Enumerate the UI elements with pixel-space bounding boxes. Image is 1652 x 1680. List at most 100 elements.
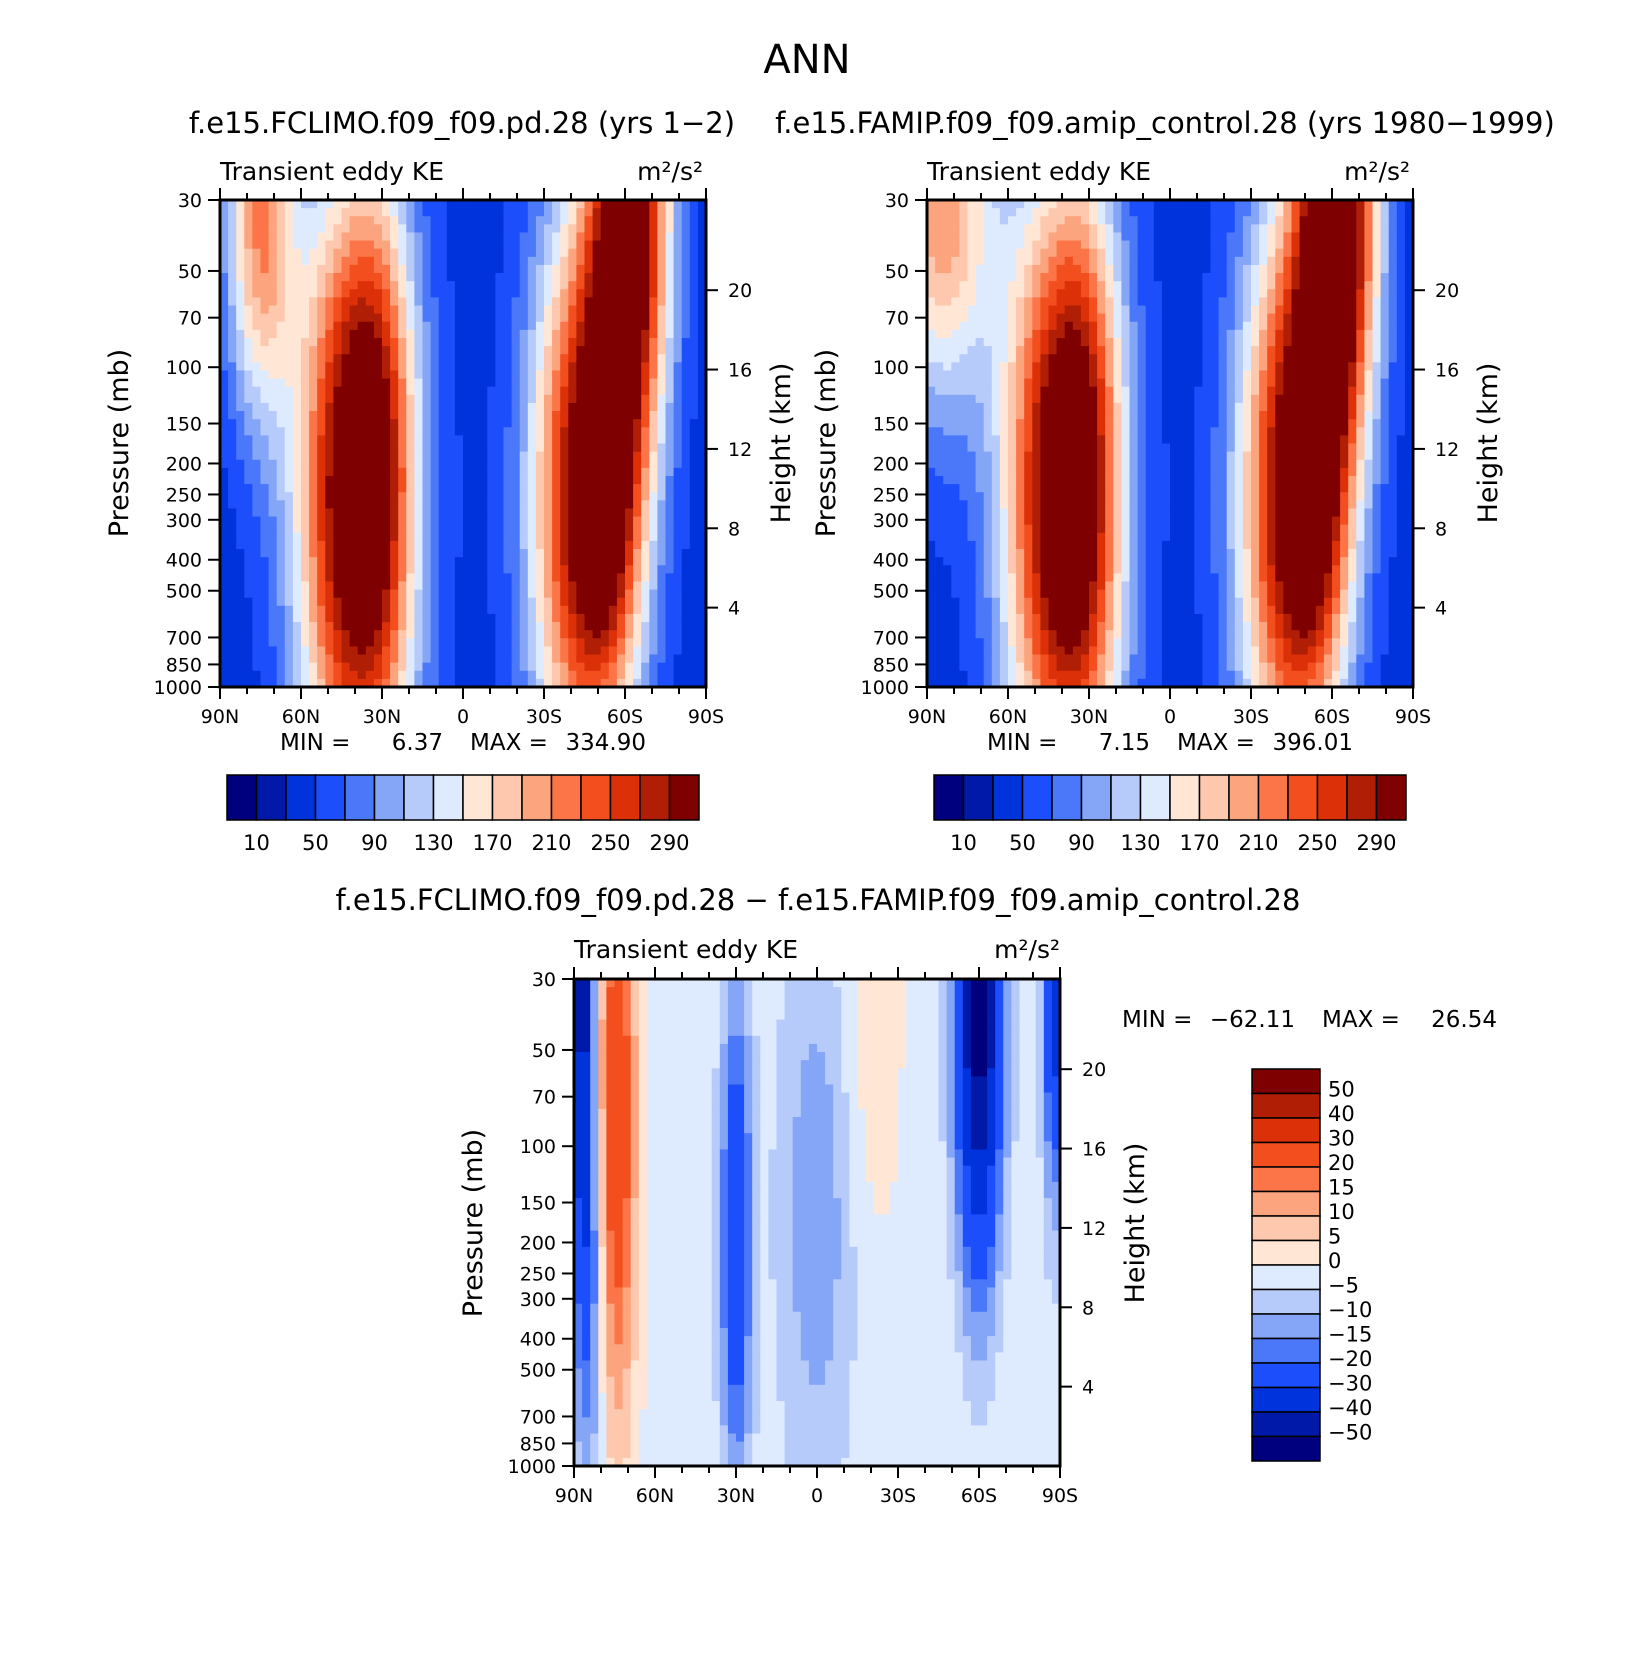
contour-cell (673, 443, 683, 453)
contour-cell (236, 281, 245, 290)
contour-cell (1372, 362, 1382, 372)
contour-cell (1072, 362, 1082, 372)
contour-cell (519, 516, 529, 526)
contour-cell (1048, 232, 1058, 242)
contour-cell (349, 516, 359, 526)
contour-cell (592, 540, 602, 550)
contour-cell (1178, 362, 1187, 372)
contour-cell (317, 240, 326, 250)
contour-cell (260, 516, 270, 526)
contour-cell (616, 321, 626, 331)
contour-cell (236, 565, 245, 574)
contour-cell (511, 362, 521, 372)
contour-cell (260, 411, 270, 420)
contour-cell (438, 613, 448, 623)
contour-cell (592, 678, 602, 688)
contour-cell (608, 605, 618, 615)
contour-cell (463, 573, 472, 583)
contour-cell (1234, 321, 1244, 331)
contour-cell (406, 264, 415, 274)
contour-cell (252, 459, 262, 469)
contour-cell (325, 232, 334, 242)
contour-cell (309, 289, 318, 298)
contour-cell (935, 224, 944, 234)
contour-cell (1372, 281, 1382, 290)
contour-cell (1040, 200, 1050, 209)
contour-cell (535, 313, 545, 323)
contour-cell (568, 459, 577, 469)
contour-cell (1234, 240, 1244, 250)
contour-cell (349, 435, 359, 445)
contour-cell (446, 451, 456, 461)
contour-cell (649, 305, 658, 315)
contour-cell (236, 394, 245, 404)
contour-cell (560, 540, 569, 550)
contour-cell (552, 232, 561, 242)
contour-cell (697, 427, 707, 436)
contour-cell (1137, 313, 1147, 323)
contour-cell (398, 313, 407, 323)
contour-cell (1332, 313, 1341, 323)
contour-cell (228, 370, 237, 380)
contour-cell (454, 597, 464, 607)
contour-cell (236, 232, 245, 242)
contour-cell (568, 557, 577, 566)
contour-cell (479, 402, 488, 412)
contour-cell (357, 459, 367, 469)
contour-cell (414, 289, 424, 298)
contour-cell (1291, 256, 1301, 266)
contour-cell (406, 605, 415, 615)
contour-cell (454, 467, 464, 477)
contour-cell (1364, 313, 1374, 323)
contour-cell (479, 451, 488, 461)
contour-cell (446, 419, 456, 428)
contour-cell (422, 297, 432, 307)
contour-cell (649, 500, 658, 510)
contour-cell (390, 248, 399, 258)
contour-cell (365, 305, 375, 315)
contour-cell (1251, 313, 1260, 323)
contour-cell (576, 516, 586, 526)
contour-cell (1380, 248, 1390, 258)
contour-cell (1016, 240, 1025, 250)
contour-cell (430, 492, 440, 501)
contour-cell (560, 484, 569, 493)
contour-cell (1129, 313, 1139, 323)
contour-cell (1404, 313, 1414, 323)
contour-cell (503, 362, 513, 372)
contour-cell (535, 346, 545, 355)
contour-cell (1396, 313, 1406, 323)
contour-cell (616, 549, 626, 558)
contour-cell (1137, 305, 1147, 315)
contour-cell (560, 321, 569, 331)
contour-cell (495, 256, 505, 266)
contour-cell (1210, 313, 1220, 323)
contour-cell (309, 313, 318, 323)
contour-cell (673, 638, 683, 648)
contour-cell (422, 597, 432, 607)
contour-cell (576, 467, 586, 477)
contour-cell (665, 208, 675, 217)
contour-cell (511, 386, 521, 396)
contour-cell (1097, 346, 1106, 355)
contour-cell (390, 451, 399, 461)
contour-cell (454, 370, 464, 380)
contour-cell (1056, 281, 1066, 290)
contour-cell (535, 459, 545, 469)
contour-cell (495, 516, 505, 526)
contour-cell (689, 224, 699, 234)
contour-cell (228, 208, 237, 217)
contour-cell (1275, 200, 1284, 209)
contour-cell (430, 289, 440, 298)
contour-cell (600, 451, 610, 461)
contour-cell (592, 337, 602, 347)
contour-cell (1064, 305, 1074, 315)
contour-cell (697, 540, 707, 550)
contour-cell (1307, 216, 1317, 225)
contour-cell (276, 500, 286, 510)
contour-cell (341, 273, 351, 282)
contour-cell (527, 281, 537, 290)
contour-cell (1040, 248, 1050, 258)
contour-cell (1234, 200, 1244, 209)
contour-cell (1194, 232, 1203, 242)
